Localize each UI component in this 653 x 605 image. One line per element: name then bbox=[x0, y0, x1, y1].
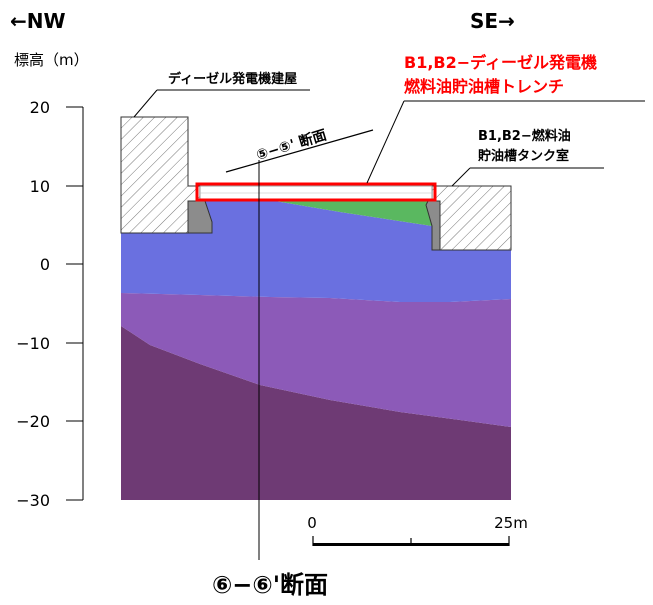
section-55-label: ⑤−⑤' 断面 bbox=[254, 126, 328, 163]
y-tick-label-minus20: −20 bbox=[16, 412, 50, 431]
mid-purple-layer bbox=[121, 293, 511, 427]
y-tick-label-minus10: −10 bbox=[16, 334, 50, 353]
scale-end-label: 25m bbox=[494, 514, 528, 532]
blue-layer bbox=[121, 201, 511, 302]
deep-purple-layer bbox=[121, 326, 511, 500]
y-tick-label-0: 0 bbox=[40, 255, 50, 274]
tank-room-label-line2: 貯油槽タンク室 bbox=[478, 148, 569, 164]
building-label: ディーゼル発電機建屋 bbox=[168, 71, 297, 87]
green-layer bbox=[275, 201, 432, 226]
section-55-line bbox=[225, 129, 374, 173]
trench-leader-line bbox=[366, 100, 405, 184]
y-tick-label-20: 20 bbox=[30, 98, 50, 117]
tank-room-structure bbox=[431, 185, 512, 251]
section-title: ⑥−⑥'断面 bbox=[212, 571, 328, 599]
y-tick-label-minus30: −30 bbox=[16, 491, 50, 510]
y-tick-label-10: 10 bbox=[30, 177, 50, 196]
diesel-generator-building bbox=[120, 116, 201, 234]
tank-room-label-line1: B1,B2−燃料油 bbox=[478, 128, 571, 144]
nw-direction-label: ←NW bbox=[10, 9, 66, 33]
trench-label-line1: B1,B2−ディーゼル発電機 bbox=[404, 53, 597, 72]
tank-room-leader-line bbox=[451, 167, 471, 187]
trench-label-line2: 燃料油貯油槽トレンチ bbox=[404, 77, 564, 96]
building-leader-line bbox=[133, 89, 158, 118]
y-axis-label: 標高（m） bbox=[14, 51, 89, 69]
trench-highlight-box bbox=[195, 182, 437, 202]
scale-start-label: 0 bbox=[307, 514, 317, 532]
se-direction-label: SE→ bbox=[470, 9, 515, 33]
